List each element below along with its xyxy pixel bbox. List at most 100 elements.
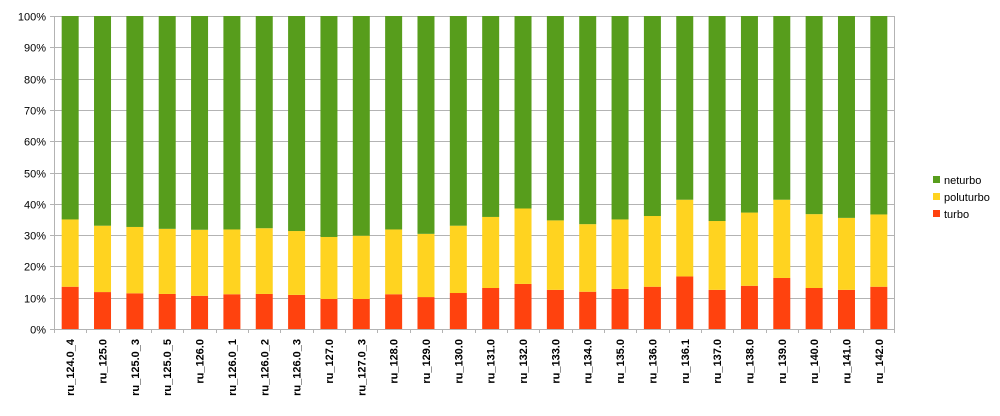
- legend-swatch: [933, 176, 940, 183]
- bar-segment-turbo: [676, 276, 694, 329]
- x-tick-label: ru_142.0: [874, 339, 886, 384]
- bar-segment-poluturbo: [417, 233, 435, 298]
- bar-segment-neturbo: [255, 16, 273, 229]
- bar-segment-turbo: [643, 286, 661, 329]
- y-tick-label: 40%: [24, 200, 46, 212]
- bar-segment-turbo: [158, 293, 176, 329]
- x-tick-label: ru_134.0: [583, 339, 595, 384]
- bar-segment-poluturbo: [514, 208, 532, 284]
- bar-segment-neturbo: [385, 16, 403, 230]
- bar-segment-neturbo: [676, 16, 694, 200]
- bar-segment-poluturbo: [611, 219, 629, 289]
- x-tick-label: ru_124.0_4: [65, 338, 77, 396]
- legend-label: poluturbo: [944, 192, 990, 204]
- y-tick-label: 50%: [24, 169, 46, 181]
- bar-segment-neturbo: [837, 16, 855, 218]
- y-tick-label: 80%: [24, 75, 46, 87]
- bar-segment-poluturbo: [837, 217, 855, 290]
- bar-segment-poluturbo: [805, 214, 823, 288]
- bar-segment-poluturbo: [385, 229, 403, 295]
- bar-segment-poluturbo: [708, 221, 726, 290]
- x-tick-labels: ru_124.0_4 ru_125.0 ru_125.0_3 ru_125.0_5 ru…: [65, 338, 886, 396]
- bar-segment-neturbo: [870, 16, 888, 215]
- bar-segment-neturbo: [611, 16, 629, 220]
- x-tick-label: ru_126.0_3: [292, 339, 304, 396]
- bar-segment-poluturbo: [482, 216, 500, 288]
- bar-segment-neturbo: [352, 16, 370, 236]
- bar-segment-neturbo: [61, 16, 79, 220]
- bar-segment-turbo: [514, 283, 532, 329]
- bar-segment-neturbo: [643, 16, 661, 217]
- bar-segment-neturbo: [223, 16, 241, 230]
- bar-segment-poluturbo: [126, 226, 144, 294]
- bar-segment-poluturbo: [740, 212, 758, 286]
- x-tick-label: ru_130.0: [453, 339, 465, 384]
- bar-segment-turbo: [449, 293, 467, 329]
- x-tick-label: ru_126.0: [195, 339, 207, 384]
- bar-segment-neturbo: [546, 16, 564, 221]
- legend-item-turbo: turbo: [933, 209, 969, 221]
- bar-segment-poluturbo: [94, 225, 112, 293]
- bar-segment-turbo: [94, 292, 112, 329]
- y-tick-label: 10%: [24, 294, 46, 306]
- y-tick-label: 90%: [24, 43, 46, 55]
- bar-segment-neturbo: [417, 16, 435, 234]
- x-tick-label: ru_135.0: [615, 339, 627, 384]
- bar-segment-turbo: [805, 287, 823, 329]
- bar-segment-poluturbo: [870, 214, 888, 287]
- bar-segment-poluturbo: [288, 231, 306, 295]
- x-tick-label: ru_139.0: [777, 339, 789, 384]
- bar-segment-neturbo: [449, 16, 467, 226]
- y-tick-label: 60%: [24, 137, 46, 149]
- bar-segment-poluturbo: [643, 216, 661, 287]
- bar-segment-neturbo: [740, 16, 758, 213]
- bar-segment-neturbo: [773, 16, 791, 200]
- bar-segment-turbo: [288, 294, 306, 329]
- x-tick-label: ru_137.0: [712, 339, 724, 384]
- legend-item-poluturbo: poluturbo: [933, 192, 990, 204]
- bar-segment-neturbo: [320, 16, 338, 237]
- legend-label: neturbo: [944, 175, 981, 187]
- bar-segment-turbo: [482, 287, 500, 329]
- bar-segment-turbo: [579, 291, 597, 329]
- x-tick-label: ru_126.0_2: [259, 339, 271, 396]
- x-tick-label: ru_136.0: [647, 339, 659, 384]
- bar-segment-poluturbo: [320, 236, 338, 299]
- bar-segment-turbo: [255, 293, 273, 329]
- bar-segment-neturbo: [126, 16, 144, 227]
- y-tick-label: 20%: [24, 262, 46, 274]
- bar-segment-neturbo: [579, 16, 597, 225]
- axes: [50, 16, 895, 333]
- x-tick-label: ru_136.1: [680, 339, 692, 384]
- bar-segment-neturbo: [288, 16, 306, 232]
- x-tick-label: ru_132.0: [518, 339, 530, 384]
- y-tick-label: 70%: [24, 106, 46, 118]
- bar-segment-poluturbo: [255, 228, 273, 294]
- x-tick-label: ru_129.0: [421, 339, 433, 384]
- bar-segment-poluturbo: [223, 229, 241, 295]
- x-tick-label: ru_125.0_5: [162, 339, 174, 396]
- x-tick-label: ru_125.0: [98, 339, 110, 384]
- legend-swatch: [933, 193, 940, 200]
- bar-segment-turbo: [352, 298, 370, 329]
- legend-label: turbo: [944, 209, 969, 221]
- bar-segment-turbo: [223, 294, 241, 329]
- x-tick-label: ru_127.0: [324, 339, 336, 384]
- bar-segment-turbo: [773, 277, 791, 329]
- bar-segment-turbo: [611, 288, 629, 329]
- x-tick-label: ru_140.0: [809, 339, 821, 384]
- x-tick-label: ru_126.0_1: [227, 339, 239, 396]
- legend-swatch: [933, 210, 940, 217]
- bar-segment-poluturbo: [191, 229, 209, 296]
- legend-item-neturbo: neturbo: [933, 175, 981, 187]
- bar-segment-neturbo: [191, 16, 209, 230]
- bar-segment-neturbo: [482, 16, 500, 217]
- bar-segment-turbo: [320, 298, 338, 329]
- bar-segment-poluturbo: [579, 224, 597, 292]
- bar-segment-poluturbo: [352, 235, 370, 299]
- bar-segment-turbo: [385, 294, 403, 329]
- bar-segment-turbo: [191, 295, 209, 329]
- x-tick-label: ru_127.0_3: [356, 339, 368, 396]
